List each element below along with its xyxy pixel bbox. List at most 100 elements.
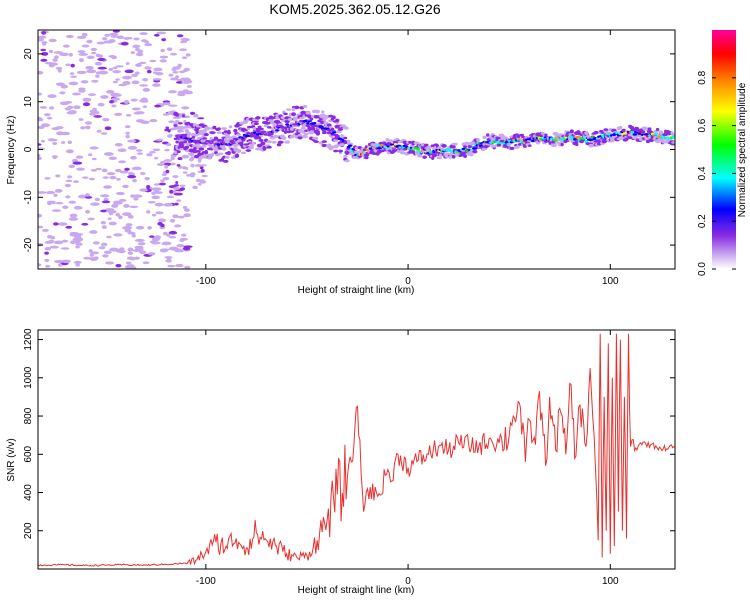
- heatmap-cell: [170, 156, 174, 160]
- heatmap-cell: [100, 209, 107, 213]
- heatmap-cell: [134, 245, 144, 250]
- heatmap-cell: [148, 235, 155, 238]
- heatmap-cell: [97, 66, 108, 70]
- spectrogram-y-tick-label: 20: [23, 48, 34, 60]
- heatmap-cell: [177, 157, 183, 161]
- heatmap-cell: [168, 90, 177, 94]
- heatmap-cell: [258, 127, 264, 131]
- heatmap-cell: [175, 181, 179, 184]
- heatmap-cell: [141, 97, 148, 101]
- heatmap-cell: [517, 143, 523, 146]
- heatmap-cell: [66, 111, 77, 115]
- heatmap-cell: [107, 217, 112, 220]
- heatmap-cell: [133, 37, 140, 41]
- heatmap-cell: [191, 136, 196, 139]
- heatmap-cell: [69, 213, 78, 218]
- heatmap-cell: [135, 225, 145, 230]
- heatmap-cell: [266, 140, 273, 144]
- heatmap-cell: [181, 154, 190, 159]
- heatmap-cell: [164, 148, 170, 152]
- heatmap-cell: [101, 225, 107, 229]
- heatmap-cell: [55, 174, 61, 178]
- heatmap-cell: [647, 127, 652, 131]
- heatmap-cell: [131, 233, 136, 238]
- heatmap-cell: [40, 139, 45, 143]
- heatmap-cell: [101, 168, 108, 173]
- heatmap-cell: [111, 97, 120, 101]
- heatmap-cell: [70, 75, 77, 78]
- heatmap-cell: [106, 89, 115, 94]
- heatmap-cell: [161, 38, 167, 42]
- heatmap-cell: [346, 139, 351, 143]
- heatmap-cell: [139, 84, 148, 87]
- heatmap-cell: [87, 93, 97, 96]
- heatmap-cell: [335, 121, 340, 125]
- heatmap-cell: [312, 109, 318, 113]
- heatmap-cell: [132, 249, 142, 252]
- heatmap-cell: [302, 105, 308, 108]
- heatmap-cell: [320, 115, 326, 119]
- heatmap-cell: [65, 149, 74, 154]
- heatmap-cell: [151, 187, 162, 191]
- heatmap-cell: [236, 149, 242, 154]
- heatmap-cell: [201, 174, 209, 178]
- heatmap-cell: [91, 157, 97, 161]
- heatmap-cell: [68, 200, 77, 204]
- heatmap-cell: [221, 127, 227, 130]
- heatmap-cell: [65, 34, 74, 39]
- heatmap-cell: [162, 100, 171, 103]
- heatmap-cell: [98, 246, 106, 250]
- heatmap-cell: [172, 116, 181, 119]
- heatmap-cell: [149, 59, 157, 63]
- heatmap-cell: [160, 160, 166, 164]
- heatmap-cell: [222, 159, 229, 163]
- heatmap-cell: [348, 144, 353, 147]
- heatmap-cell: [165, 169, 170, 174]
- snr-y-tick-label: 800: [23, 407, 34, 424]
- heatmap-cell: [179, 130, 185, 133]
- heatmap-cell: [189, 111, 196, 116]
- heatmap-cell: [226, 131, 232, 135]
- heatmap-cell: [281, 136, 287, 140]
- heatmap-cell: [173, 124, 178, 127]
- chart-title: KOM5.2025.362.05.12.G26: [269, 1, 440, 17]
- heatmap-cell: [163, 159, 172, 162]
- heatmap-cell: [185, 53, 191, 57]
- heatmap-cell: [127, 251, 134, 255]
- heatmap-cell: [53, 51, 63, 54]
- heatmap-cell: [298, 116, 305, 120]
- heatmap-cell: [174, 120, 180, 123]
- heatmap-cell: [85, 193, 90, 197]
- heatmap-cell: [252, 131, 257, 135]
- heatmap-cell: [120, 41, 129, 46]
- heatmap-cell: [129, 205, 139, 209]
- heatmap-cell: [226, 136, 232, 139]
- heatmap-cell: [255, 116, 261, 120]
- heatmap-cell: [44, 258, 50, 262]
- heatmap-cell: [122, 225, 133, 230]
- heatmap-cell: [98, 70, 109, 75]
- heatmap-cell: [186, 133, 191, 138]
- heatmap-cell: [50, 138, 58, 142]
- heatmap-cell: [59, 101, 70, 106]
- heatmap-cell: [135, 52, 144, 57]
- heatmap-cell: [172, 175, 179, 178]
- heatmap-cell: [198, 123, 205, 127]
- heatmap-cell: [86, 55, 95, 59]
- heatmap-cell: [265, 121, 271, 125]
- heatmap-cell: [528, 144, 532, 147]
- heatmap-cell: [54, 188, 63, 193]
- heatmap-cell: [54, 240, 64, 245]
- heatmap-cell: [151, 195, 161, 200]
- heatmap-cell: [177, 215, 185, 219]
- heatmap-cell: [46, 200, 56, 204]
- heatmap-cell: [77, 50, 86, 54]
- heatmap-cell: [174, 202, 179, 206]
- heatmap-cell: [127, 145, 138, 150]
- heatmap-cell: [470, 141, 476, 145]
- heatmap-cell: [88, 153, 93, 157]
- heatmap-cell: [81, 222, 89, 226]
- heatmap-cell: [149, 240, 158, 244]
- heatmap-cell: [65, 63, 71, 67]
